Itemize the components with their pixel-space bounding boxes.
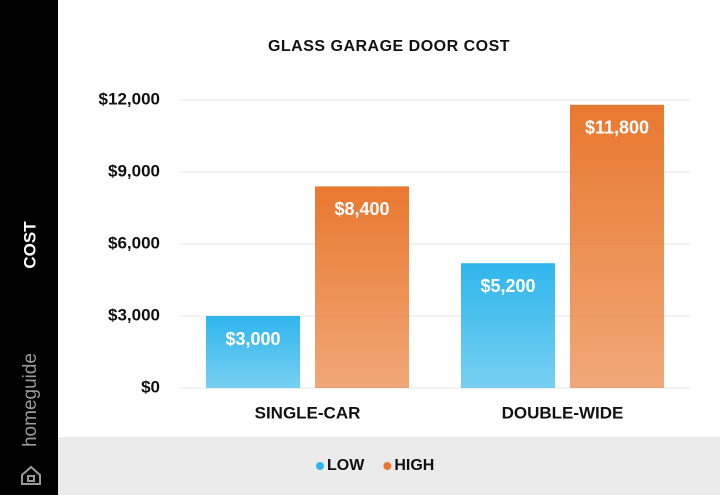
y-tick-label: $12,000 [99,89,160,108]
value-label: $3,000 [225,329,280,349]
value-label: $8,400 [334,199,389,219]
value-label: $5,200 [480,276,535,296]
bar [570,104,664,389]
y-tick-label: $6,000 [108,233,160,252]
y-axis-label: COST [20,221,39,269]
brand-icon [21,465,41,485]
chart-title: GLASS GARAGE DOOR COST [268,38,510,55]
legend-label: LOW [327,457,365,474]
bar [206,316,300,388]
legend-marker [316,462,324,470]
value-label: $11,800 [585,118,649,138]
y-tick-label: $3,000 [108,305,160,324]
y-tick-label: $9,000 [108,161,160,180]
legend-marker [383,462,392,470]
x-tick-label: DOUBLE-WIDE [502,403,624,422]
x-tick-label: SINGLE-CAR [255,403,361,422]
y-tick-label: $0 [141,377,160,396]
bar [461,263,555,388]
bar [315,186,409,388]
brand: homeguide [20,353,41,447]
sidebar [0,0,58,495]
legend-label: HIGH [394,457,434,474]
